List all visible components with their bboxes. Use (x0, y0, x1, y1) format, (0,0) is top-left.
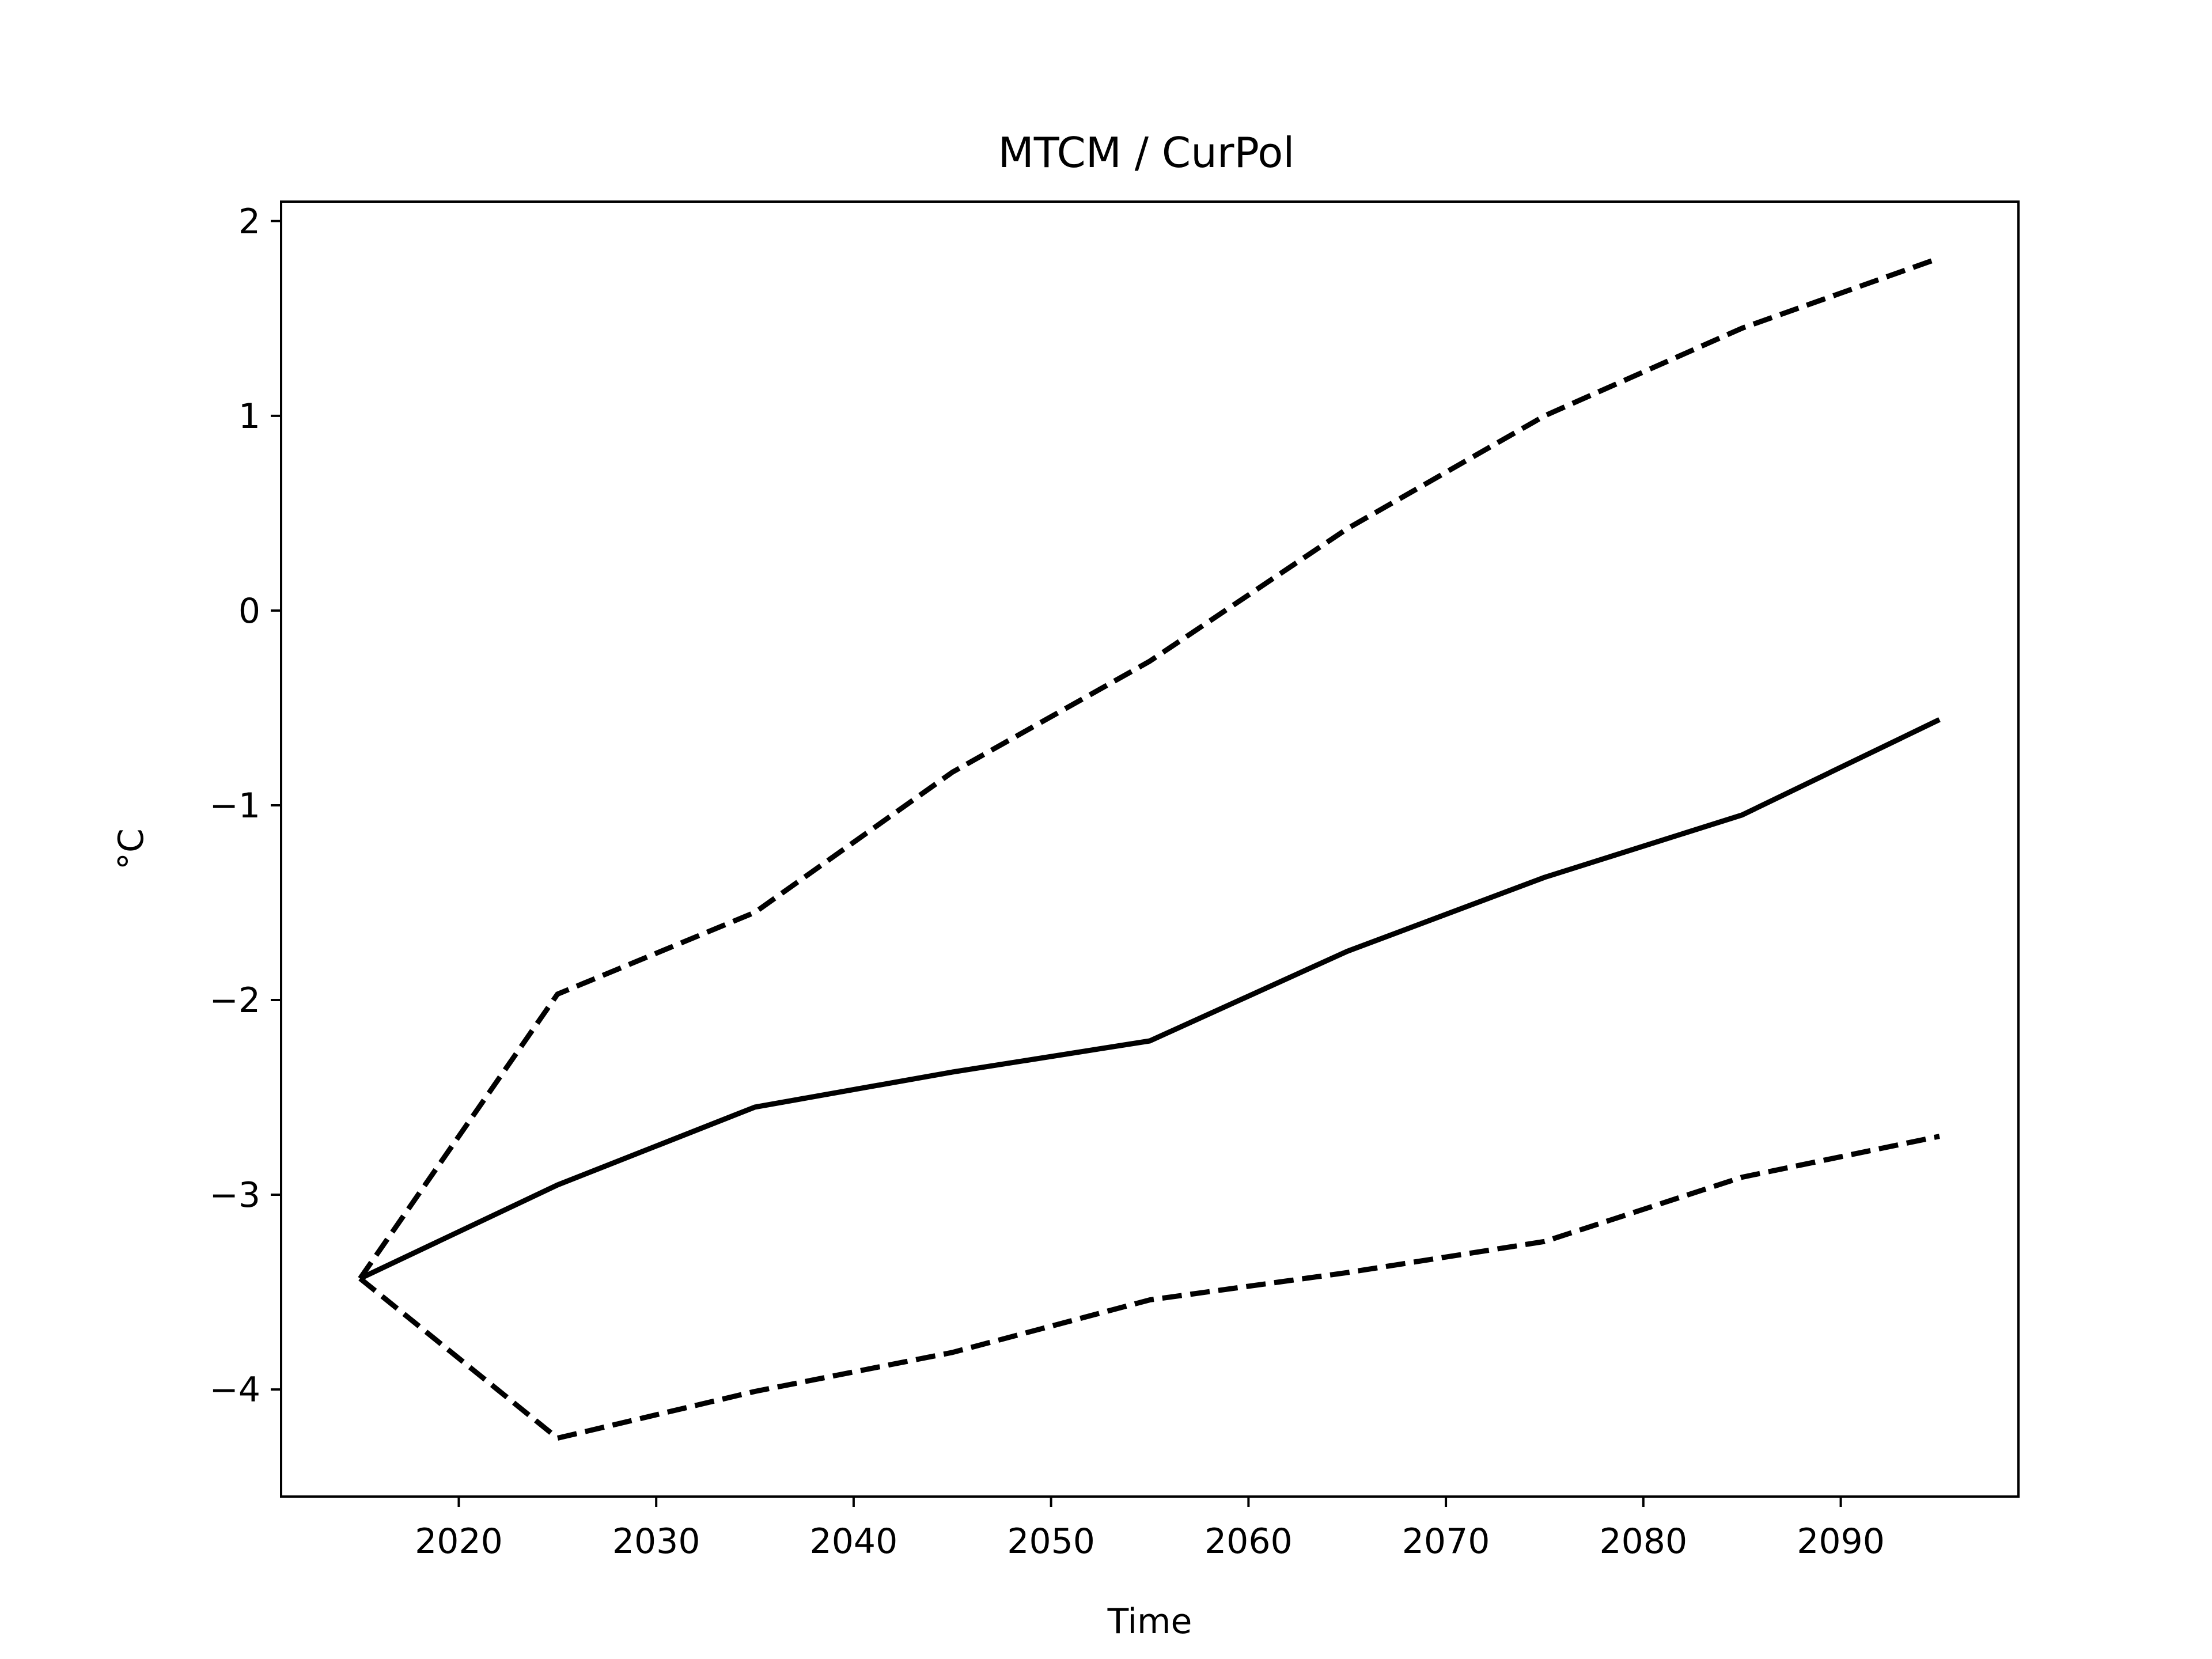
y-tick-label: −1 (210, 786, 260, 826)
y-tick-label: 1 (238, 396, 260, 437)
x-tick-label: 2060 (1205, 1521, 1293, 1562)
y-tick-label: −3 (210, 1175, 260, 1215)
y-tick-label: −4 (210, 1370, 260, 1410)
y-axis-label: °C (111, 828, 151, 870)
x-tick-label: 2080 (1599, 1521, 1687, 1562)
axes-frame (280, 200, 2020, 1498)
solid-series-line-1 (359, 717, 1941, 1281)
x-tick-label: 2030 (612, 1521, 700, 1562)
dashed-series-line-2 (358, 255, 1941, 1280)
y-axis-ticks: 2 1 0 −1 −2 −3 −4 (210, 202, 281, 1410)
y-tick-label: −2 (210, 980, 260, 1021)
chart-title: MTCM / CurPol (998, 128, 1295, 177)
plot-area (358, 255, 1941, 1441)
dashed-series-line-3 (358, 1134, 1940, 1441)
y-tick-label: 0 (238, 591, 260, 631)
y-tick-label: 2 (238, 202, 260, 242)
x-tick-label: 2070 (1402, 1521, 1490, 1562)
x-axis-ticks: 2020 2030 2040 2050 2060 2070 2080 2090 (415, 1497, 1885, 1562)
x-tick-label: 2020 (415, 1521, 503, 1562)
x-axis-label: Time (1107, 1601, 1192, 1642)
x-tick-label: 2090 (1797, 1521, 1885, 1562)
x-tick-label: 2050 (1007, 1521, 1095, 1562)
x-tick-label: 2040 (810, 1521, 898, 1562)
